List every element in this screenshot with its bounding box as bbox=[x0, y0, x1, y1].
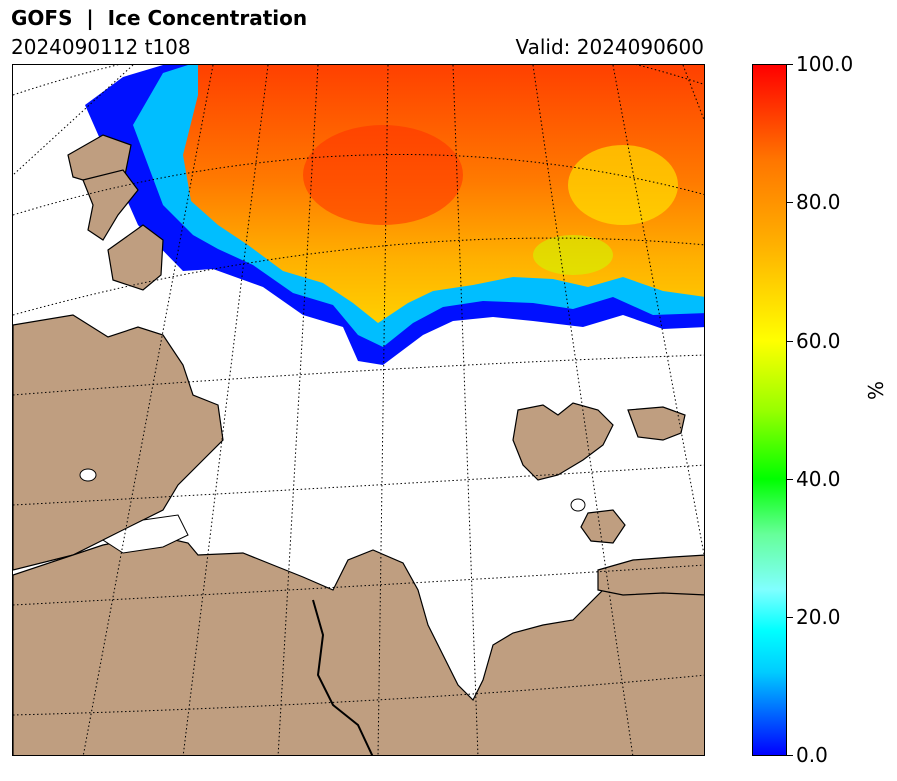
valid-time-label: Valid: 2024090600 bbox=[515, 35, 704, 59]
lake-1 bbox=[79, 468, 97, 482]
ice-low-patch-2 bbox=[533, 235, 613, 275]
colorbar-tick bbox=[787, 479, 793, 480]
colorbar-tick-label: 0.0 bbox=[796, 743, 828, 767]
colorbar-tick-label: 40.0 bbox=[796, 467, 841, 491]
map-title: GOFS | Ice Concentration bbox=[11, 6, 308, 30]
forecast-run-label: 2024090112 t108 bbox=[11, 35, 191, 59]
island-far-east bbox=[597, 554, 704, 596]
bay-west bbox=[101, 514, 189, 554]
island-west-south bbox=[107, 224, 164, 291]
map-canvas bbox=[13, 65, 704, 755]
colorbar-tick-label: 80.0 bbox=[796, 190, 841, 214]
river bbox=[312, 599, 374, 755]
graticule bbox=[13, 65, 704, 755]
mainland-south bbox=[13, 534, 704, 755]
colorbar-tick bbox=[787, 755, 793, 756]
colorbar-tick-label: 60.0 bbox=[796, 329, 841, 353]
colorbar-tick bbox=[787, 64, 793, 65]
colorbar-tick-label: 20.0 bbox=[796, 605, 841, 629]
island-west-chain bbox=[82, 169, 139, 241]
island-east-round bbox=[580, 509, 626, 544]
colorbar-tick bbox=[787, 202, 793, 203]
lake-2 bbox=[570, 498, 586, 512]
land bbox=[13, 134, 704, 755]
ice-low-patch bbox=[568, 145, 678, 225]
water-bodies bbox=[79, 468, 586, 755]
map-panel bbox=[12, 64, 705, 756]
colorbar-tick bbox=[787, 617, 793, 618]
ice-high-patch bbox=[303, 125, 463, 225]
colorbar-tick-label: 100.0 bbox=[796, 52, 854, 76]
island-east-small bbox=[627, 406, 686, 441]
colorbar bbox=[752, 64, 787, 756]
colorbar-tick bbox=[787, 341, 793, 342]
mainland-west bbox=[13, 314, 224, 571]
colorbar-unit-label: % bbox=[864, 380, 888, 400]
island-east-large bbox=[512, 402, 614, 481]
